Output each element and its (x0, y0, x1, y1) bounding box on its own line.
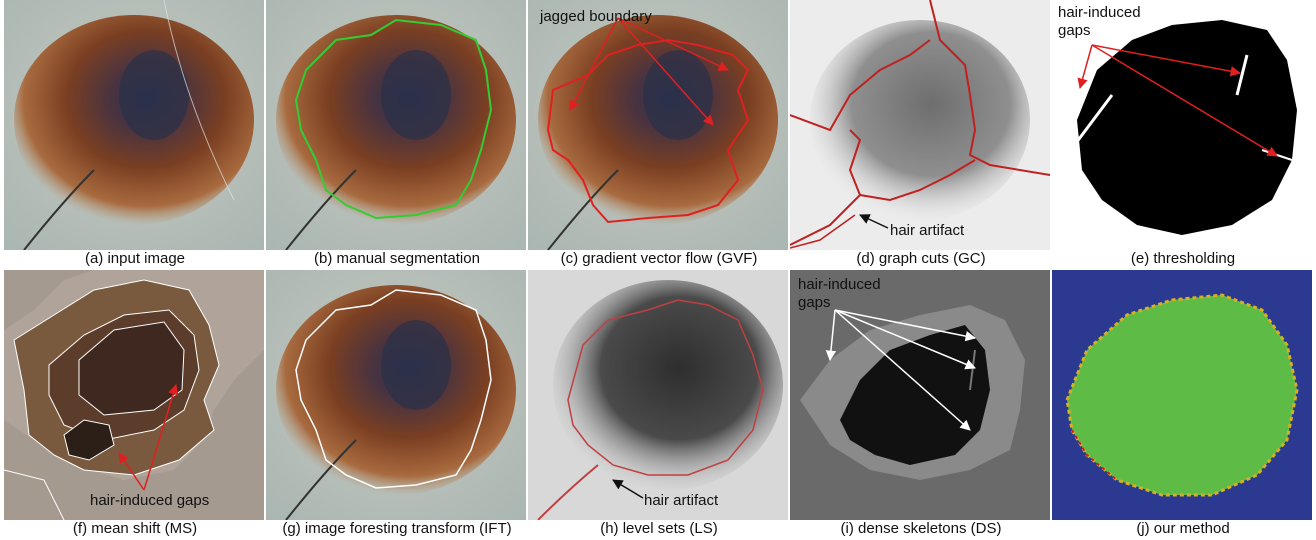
panel-dense-skeletons: hair-induced gaps (790, 270, 1050, 520)
panel-ift (266, 270, 526, 520)
annotation-hair-artifact-h: hair artifact (644, 492, 719, 509)
panel-level-sets: hair artifact (528, 270, 788, 520)
caption-i: (i) dense skeletons (DS) (840, 520, 1002, 537)
annotation-gaps-f: hair-induced gaps (90, 492, 210, 509)
annotation-gaps-i-line1: hair-induced (798, 276, 881, 293)
annotation-gaps-i-line2: gaps (798, 294, 831, 311)
annotation-jagged-boundary: jagged boundary (540, 8, 652, 25)
caption-f: (f) mean shift (MS) (72, 520, 198, 537)
panel-thresholding: hair-induced gaps (1052, 0, 1312, 250)
panel-manual-segmentation (266, 0, 526, 250)
annotation-gaps-e-line2: gaps (1058, 22, 1091, 39)
caption-a: (a) input image (84, 250, 186, 267)
caption-b: (b) manual segmentation (314, 250, 480, 267)
caption-d: (d) graph cuts (GC) (856, 250, 986, 267)
caption-j: (j) our method (1136, 520, 1230, 537)
caption-g: (g) image foresting transform (IFT) (282, 520, 512, 537)
caption-h: (h) level sets (LS) (600, 520, 718, 537)
caption-e: (e) thresholding (1130, 250, 1236, 267)
panel-gvf: jagged boundary (528, 0, 788, 250)
annotation-hair-artifact: hair artifact (890, 222, 965, 239)
panel-mean-shift: hair-induced gaps (4, 270, 264, 520)
panel-input-image (4, 0, 264, 250)
annotation-gaps-e-line1: hair-induced (1058, 4, 1141, 21)
panel-our-method (1052, 270, 1312, 520)
panel-graph-cuts: hair artifact (790, 0, 1050, 250)
caption-c: (c) gradient vector flow (GVF) (560, 250, 758, 267)
